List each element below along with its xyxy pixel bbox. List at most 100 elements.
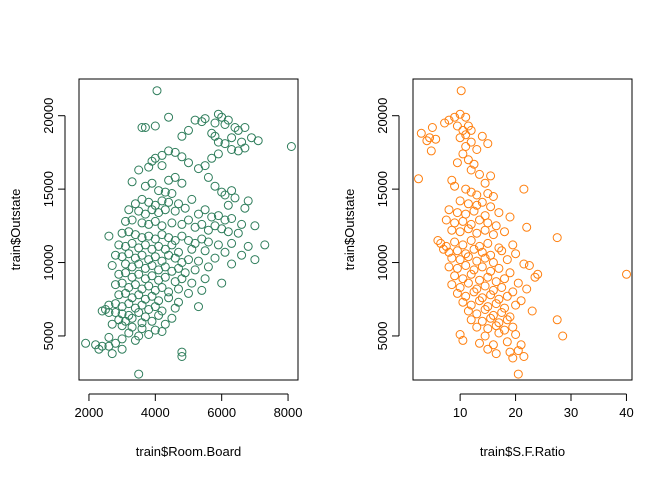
data-point [174, 263, 183, 273]
data-point [81, 338, 91, 348]
data-point [452, 288, 462, 298]
data-point [107, 319, 117, 329]
data-point [197, 219, 207, 229]
data-point [217, 278, 227, 288]
data-point [422, 136, 432, 146]
data-point [461, 249, 471, 259]
data-point [127, 215, 137, 225]
data-point [144, 281, 154, 291]
data-point [500, 274, 509, 284]
plot-right-ylabel: train$Outstate [342, 189, 357, 271]
data-point [469, 287, 479, 297]
data-point [472, 228, 482, 238]
data-point [466, 137, 476, 147]
data-point [160, 187, 170, 197]
data-point [121, 288, 130, 298]
data-point [500, 325, 509, 335]
data-point [157, 327, 167, 336]
data-point [170, 303, 180, 313]
data-point [497, 283, 507, 292]
data-point [452, 246, 462, 256]
data-point [483, 302, 493, 312]
data-point [486, 266, 496, 276]
data-point [433, 236, 443, 245]
data-point [147, 271, 157, 281]
data-point [436, 238, 446, 248]
data-point [160, 262, 170, 272]
plot-right-x-axis: 10 20 30 40 [453, 393, 634, 420]
data-point [167, 218, 177, 228]
data-point [150, 216, 160, 226]
data-point [447, 253, 457, 263]
data-point [447, 280, 457, 290]
data-point [475, 169, 484, 179]
data-point [472, 256, 482, 266]
data-point [463, 252, 473, 262]
data-point [552, 233, 562, 243]
data-point [250, 255, 260, 265]
data-point [137, 250, 147, 260]
data-point [466, 300, 476, 310]
x-tick-label: 8000 [274, 405, 303, 420]
data-point [455, 133, 465, 143]
data-point [184, 255, 193, 265]
data-point [477, 197, 487, 207]
data-point [622, 269, 631, 279]
data-point [160, 205, 170, 215]
data-point [533, 269, 543, 279]
data-point [469, 265, 479, 275]
data-point [475, 275, 484, 285]
data-point [466, 165, 476, 175]
data-point [444, 247, 454, 257]
data-point [203, 237, 213, 247]
data-point [455, 196, 465, 206]
plot-right-frame [412, 78, 633, 381]
data-point [494, 263, 504, 273]
data-point [150, 153, 160, 163]
data-point [502, 315, 512, 325]
data-point [488, 258, 498, 267]
data-point [177, 352, 187, 361]
data-point [455, 330, 465, 339]
plot-right-xlabel: train$S.F.Ratio [480, 444, 565, 459]
data-point [134, 269, 144, 279]
data-point [260, 240, 270, 250]
data-point [200, 205, 210, 215]
data-point [475, 241, 484, 251]
data-point [114, 290, 124, 300]
data-point [104, 341, 114, 351]
data-point [494, 294, 504, 304]
data-point [127, 313, 137, 323]
data-point [140, 181, 150, 191]
data-point [210, 253, 220, 263]
data-point [200, 246, 210, 256]
data-point [488, 340, 498, 350]
data-point [488, 285, 498, 295]
data-point [488, 230, 498, 240]
data-point [505, 212, 515, 222]
data-point [444, 205, 454, 215]
y-tick-label: 5000 [375, 321, 390, 350]
data-point [124, 299, 134, 309]
data-point [455, 109, 465, 119]
data-point [444, 262, 454, 272]
data-point [174, 284, 183, 294]
data-point [121, 216, 130, 226]
data-point [174, 199, 183, 209]
data-point [177, 178, 187, 188]
data-point [197, 285, 207, 295]
data-point [450, 271, 460, 281]
data-point [197, 117, 207, 127]
data-point [220, 215, 230, 225]
plot-left-ylabel: train$Outstate [8, 189, 23, 271]
data-point [150, 325, 160, 335]
data-point [111, 250, 120, 260]
data-point [455, 227, 465, 237]
data-point [207, 128, 217, 138]
data-point [508, 240, 518, 250]
data-point [452, 121, 462, 131]
data-point [477, 316, 487, 326]
data-point [117, 344, 127, 354]
data-point [117, 228, 127, 238]
data-point [147, 316, 157, 326]
